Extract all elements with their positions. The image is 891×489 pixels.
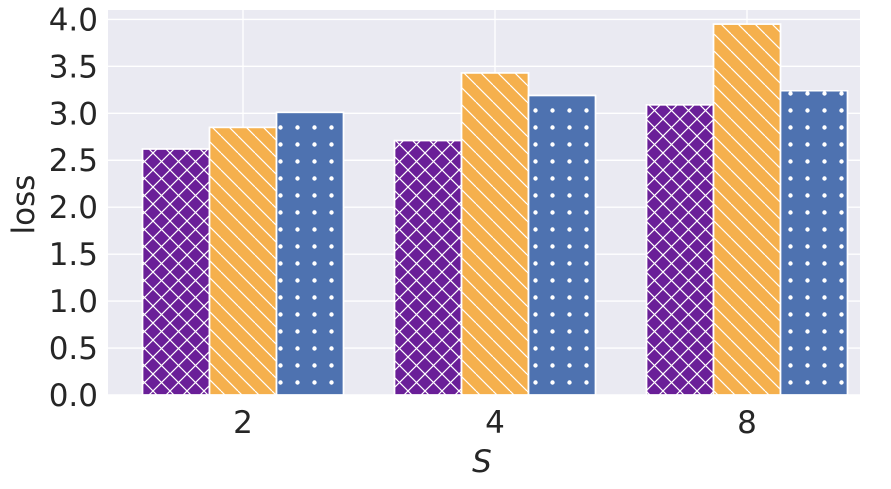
bar-pattern (141, 148, 211, 396)
y-tick-label: 4.0 (49, 2, 98, 38)
y-tick-label: 1.5 (49, 237, 98, 273)
bars (141, 23, 849, 396)
y-tick-label: 1.0 (49, 284, 98, 320)
bar-pattern (779, 90, 849, 396)
bar-pattern (275, 111, 345, 396)
y-tick-label: 0.0 (49, 378, 98, 414)
bar-pattern (645, 104, 715, 396)
bar-pattern (393, 139, 463, 396)
y-tick-label: 2.5 (49, 143, 98, 179)
y-tick-label: 0.5 (49, 331, 98, 367)
x-tick-label: 2 (233, 405, 253, 441)
bar-pattern (208, 126, 278, 396)
x-tick-label: 8 (737, 405, 757, 441)
bar-pattern (460, 72, 530, 396)
y-tick-label: 3.0 (49, 96, 98, 132)
bar-pattern (527, 94, 597, 396)
y-tick-labels: 0.0 0.5 1.0 1.5 2.0 2.5 3.0 3.5 4.0 (49, 2, 98, 414)
y-tick-label: 3.5 (49, 49, 98, 85)
x-axis-label: S (472, 444, 492, 480)
bar-pattern (712, 23, 782, 396)
y-axis-label: loss (6, 175, 42, 235)
y-tick-label: 2.0 (49, 190, 98, 226)
x-tick-labels: 2 4 8 (233, 405, 757, 441)
x-tick-label: 4 (485, 405, 505, 441)
